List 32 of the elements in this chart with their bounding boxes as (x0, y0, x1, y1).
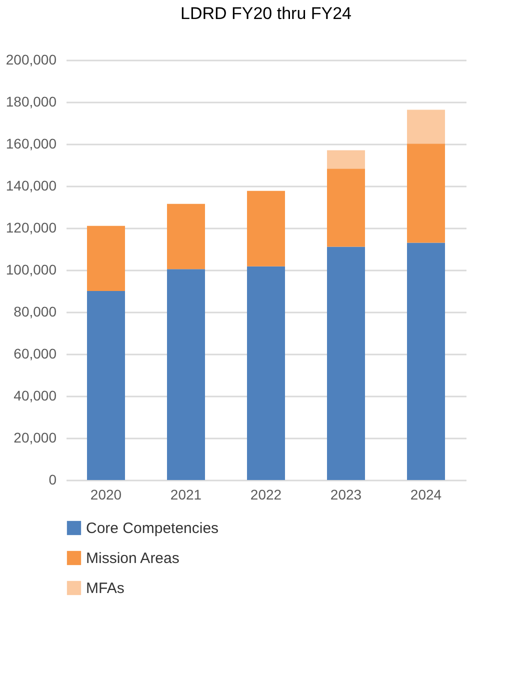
y-tick-label: 60,000 (14, 346, 57, 362)
bar (247, 190, 285, 266)
bar (167, 204, 205, 270)
y-tick-label: 80,000 (14, 304, 57, 320)
legend-label: Mission Areas (86, 550, 180, 567)
y-tick-label: 200,000 (6, 52, 57, 68)
x-tick-label: 2022 (250, 486, 282, 502)
y-tick-label: 160,000 (6, 136, 57, 152)
y-tick-label: 140,000 (6, 178, 57, 194)
bar (407, 242, 445, 480)
bar (407, 110, 445, 144)
chart-title: LDRD FY20 thru FY24 (180, 4, 352, 23)
bar (407, 144, 445, 243)
bar (327, 150, 365, 169)
x-tick-label: 2021 (170, 486, 202, 502)
legend-label: MFAs (86, 580, 124, 597)
x-tick-label: 2024 (410, 486, 442, 502)
legend-label: Core Competencies (86, 520, 219, 537)
bar (167, 269, 205, 480)
y-tick-label: 0 (48, 472, 57, 488)
y-tick-label: 20,000 (14, 430, 57, 446)
x-tick-label: 2023 (330, 486, 362, 502)
bar (327, 246, 365, 480)
y-tick-label: 100,000 (6, 262, 57, 278)
bar (87, 226, 125, 291)
bar (327, 168, 365, 247)
bar (87, 291, 125, 480)
bar (247, 266, 285, 480)
x-tick-label: 2020 (90, 486, 122, 502)
y-tick-label: 40,000 (14, 388, 57, 404)
y-tick-label: 180,000 (6, 94, 57, 110)
y-tick-label: 120,000 (6, 220, 57, 236)
